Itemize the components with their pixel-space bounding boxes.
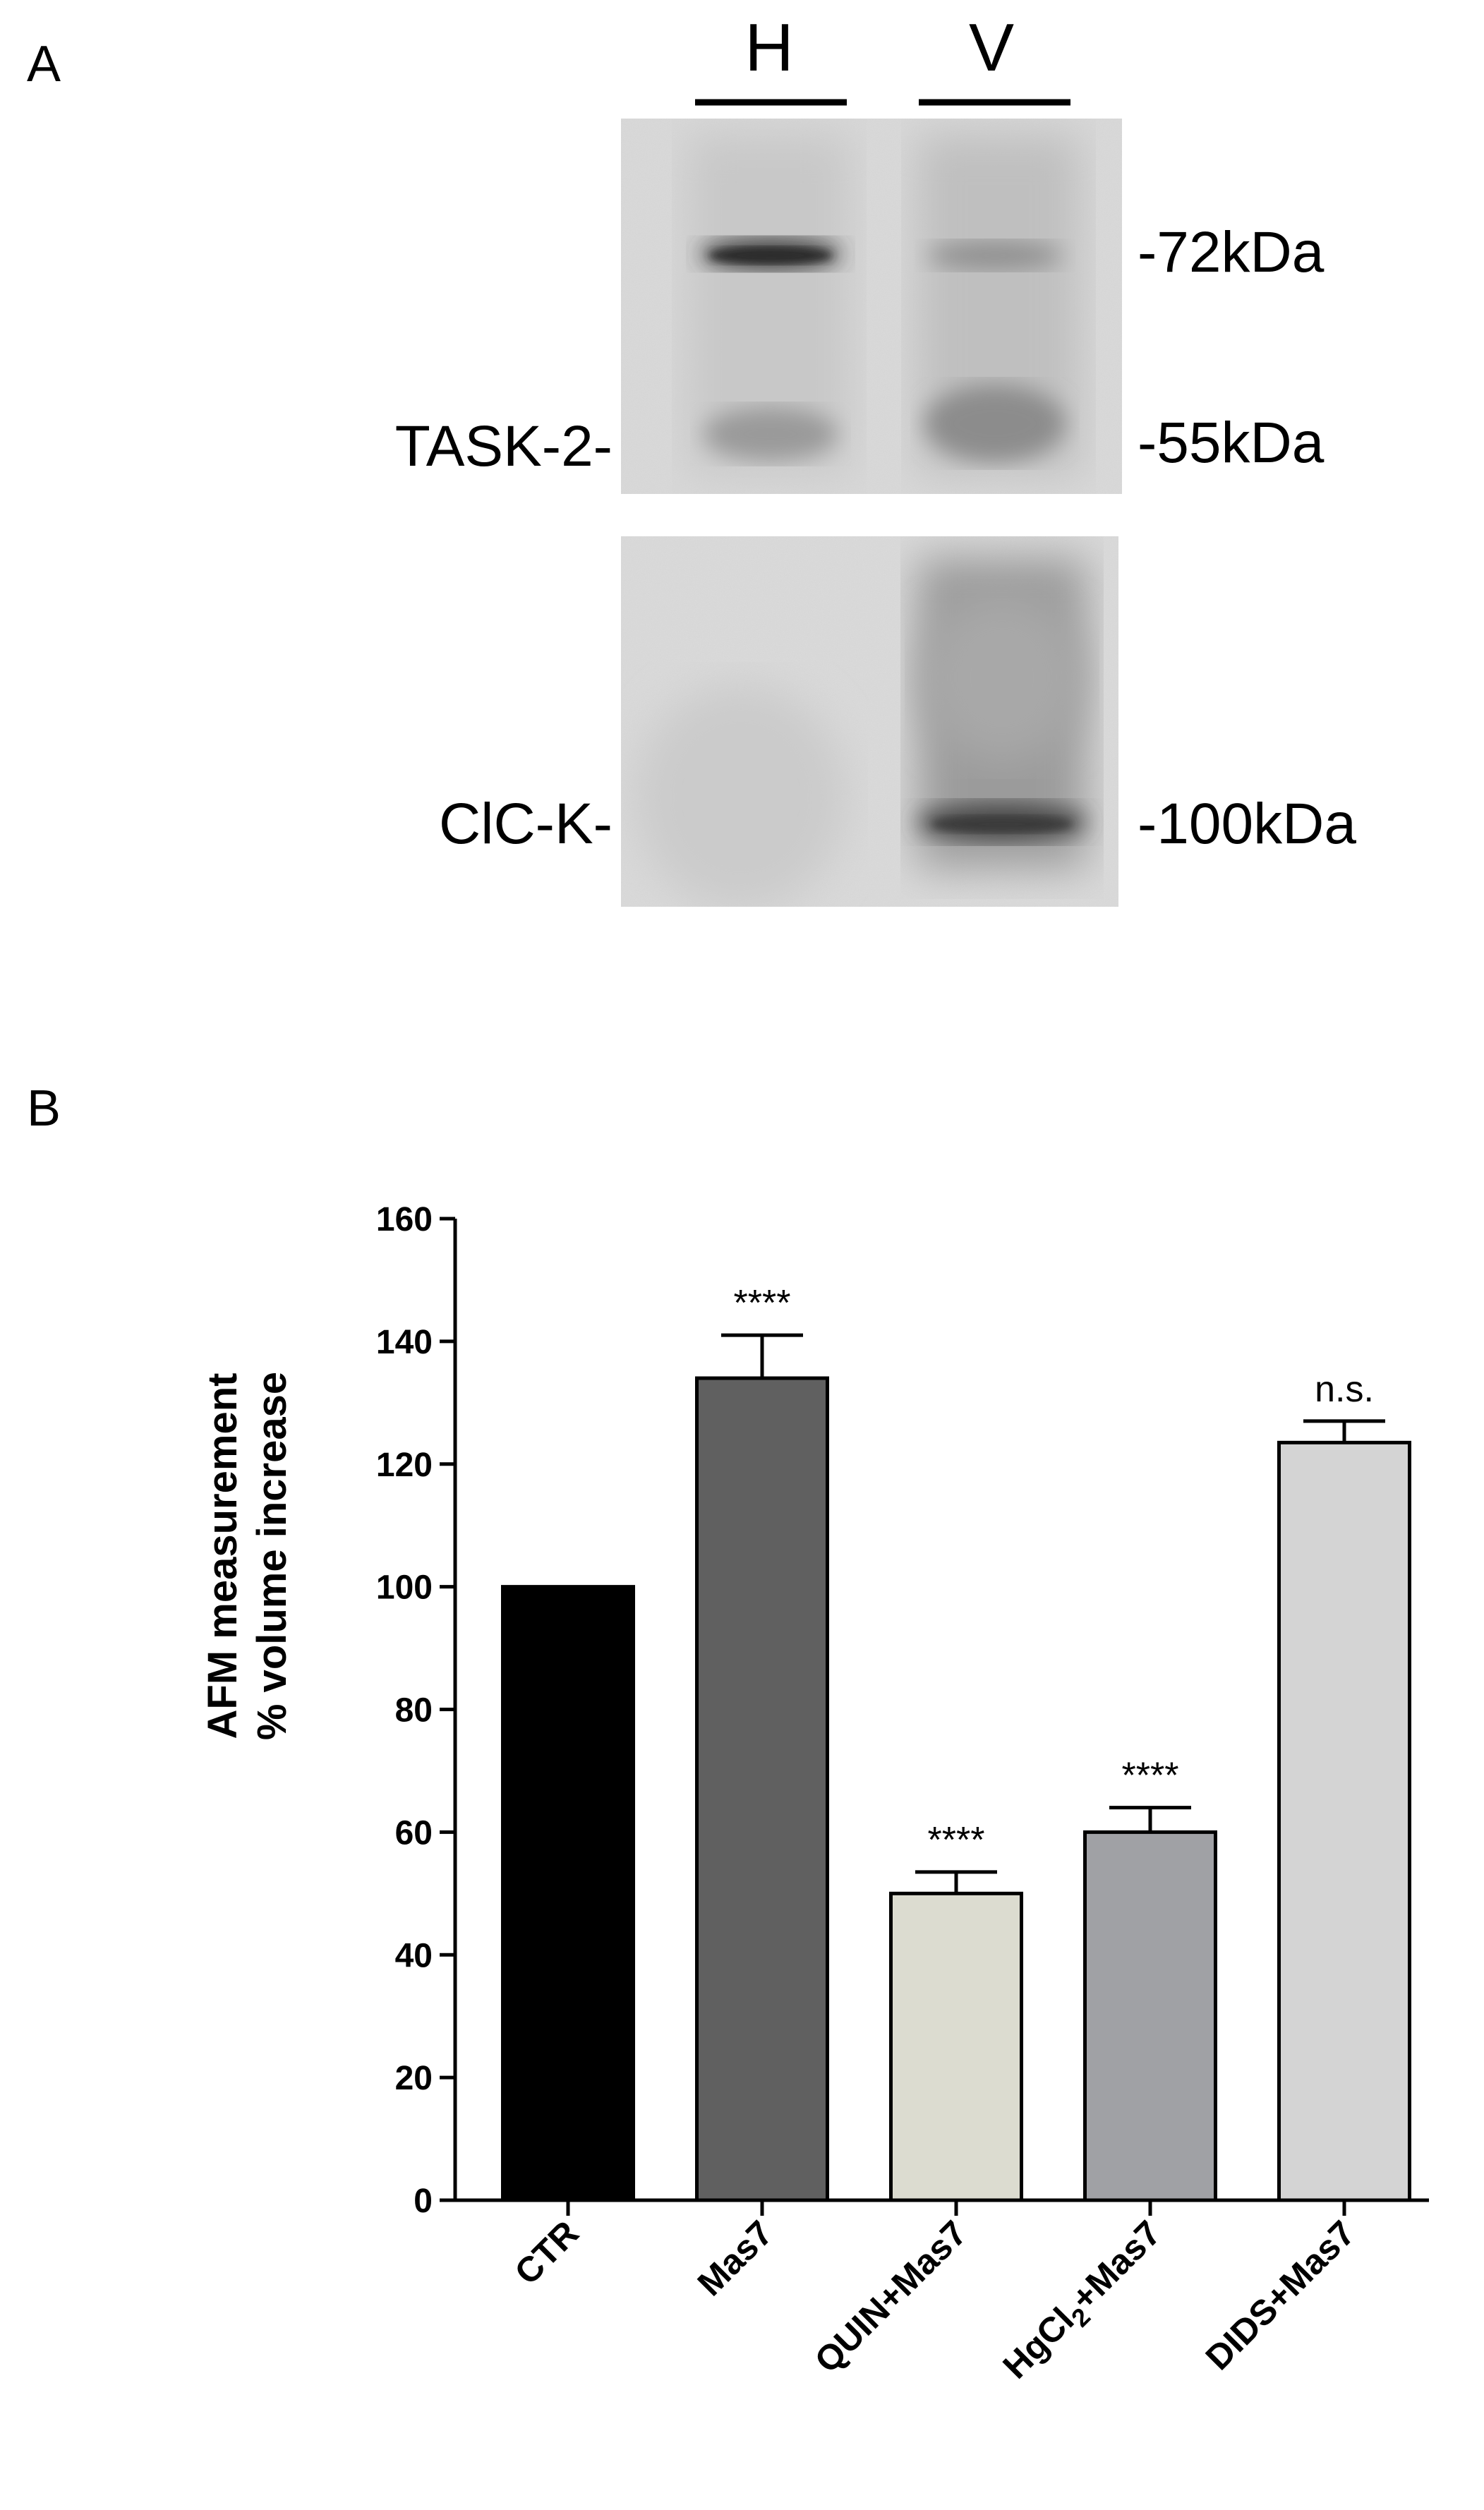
y-tick-label: 0 (414, 2183, 433, 2220)
bar-dids-mas7 (1277, 1440, 1411, 2202)
y-tick-label: 40 (395, 1937, 433, 1974)
marker-72kda: -72kDa (1138, 220, 1325, 284)
panel-b-letter: B (27, 1080, 61, 1137)
bar-quin-mas7 (889, 1891, 1023, 2202)
marker-100kda: -100kDa (1138, 792, 1356, 856)
panel-a: A H V TASK-2- -72kDa -55kDa (27, 10, 1356, 907)
x-category-label: QUIN+Mas7 (807, 2213, 975, 2380)
x-category-label: HgCl2+Mas7 (995, 2213, 1173, 2391)
bar-ctr (501, 1585, 635, 2202)
row-label-task2: TASK-2- (395, 414, 613, 478)
marker-55kda: -55kDa (1138, 411, 1325, 475)
y-tick-label: 20 (395, 2060, 433, 2097)
lane-label-v: V (969, 10, 1014, 85)
chart-tick-labels: 0 20 40 60 80 100 120 140 160 (376, 1201, 433, 2220)
y-axis-label-line1: AFM measurement (200, 1373, 246, 1739)
x-category-label: DIDS+Mas7 (1198, 2213, 1363, 2377)
y-tick-label: 160 (376, 1201, 433, 1238)
y-tick-label: 80 (395, 1692, 433, 1730)
x-category-label: CTR (507, 2213, 586, 2292)
y-tick-label: 140 (376, 1324, 433, 1361)
significance-label: **** (734, 1283, 791, 1324)
significance-label: n.s. (1315, 1369, 1374, 1410)
blot-clck (621, 536, 1118, 907)
row-label-clck: ClC-K- (439, 792, 613, 856)
chart-category-labels: CTR Mas7 QUIN+Mas7 HgCl2+Mas7 DIDS+Mas7 (507, 2213, 1363, 2391)
panel-a-letter: A (27, 36, 61, 92)
y-axis-label-line2: % volume increase (249, 1372, 295, 1740)
blot-task2 (621, 119, 1122, 494)
y-axis-title: AFM measurement % volume increase (200, 1372, 295, 1740)
lane-label-h: H (744, 10, 793, 85)
significance-label: **** (1122, 1756, 1179, 1797)
panel-b: B AFM measurement % volume increase ****… (27, 1080, 1429, 2391)
bar-mas7 (695, 1376, 829, 2202)
y-tick-label: 100 (376, 1569, 433, 1607)
x-category-label: Mas7 (690, 2213, 780, 2303)
significance-label: **** (928, 1820, 985, 1861)
y-tick-label: 60 (395, 1814, 433, 1852)
y-tick-label: 120 (376, 1447, 433, 1484)
chart-bars: **** **** **** n.s. (501, 1283, 1411, 2202)
bar-hgcl2-mas7 (1083, 1830, 1217, 2202)
